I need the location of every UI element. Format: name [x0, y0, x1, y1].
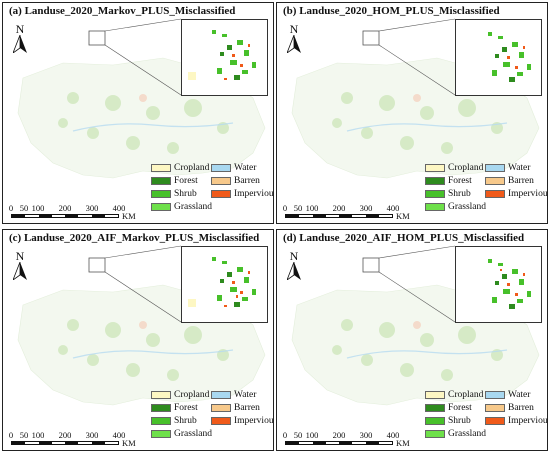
scale-tick: 0 [282, 203, 288, 213]
legend-item-barren: Barren [211, 176, 260, 188]
north-label: N [15, 22, 25, 36]
legend-item-forest: Forest [425, 403, 472, 415]
legend-item-barren: Barren [485, 176, 534, 188]
panel-title: (a) Landuse_2020_Markov_PLUS_Misclassifi… [9, 5, 236, 17]
inset-map [181, 246, 268, 323]
legend-item-impervious: Impervious [211, 416, 273, 428]
scale-tick: 0 [8, 430, 14, 440]
legend-item-barren: Barren [211, 403, 260, 415]
legend: Cropland Water Forest Barren Shrub Imper… [151, 390, 273, 446]
north-label: N [289, 249, 299, 263]
scale-tick: 300 [359, 430, 373, 440]
legend-item-grassland: Grassland [151, 429, 212, 441]
north-arrow: N [285, 250, 303, 285]
scale-tick: 50 [293, 203, 303, 213]
scale-tick: 0 [8, 203, 14, 213]
scale-unit: KM [396, 438, 410, 448]
scale-tick: 100 [31, 430, 45, 440]
scale-tick: 0 [282, 430, 288, 440]
legend-item-grassland: Grassland [425, 202, 486, 214]
scale-bar: 0 50 100 200 300 400 KM [9, 430, 159, 450]
legend-item-water: Water [485, 390, 530, 402]
north-arrow-icon [286, 261, 301, 282]
north-arrow-icon [286, 34, 301, 55]
north-arrow: N [11, 23, 29, 58]
map-panel-c: (c) Landuse_2020_AIF_Markov_PLUS_Misclas… [2, 229, 274, 451]
scale-tick: 100 [31, 203, 45, 213]
north-arrow: N [285, 23, 303, 58]
north-arrow-icon [12, 261, 27, 282]
north-label: N [289, 22, 299, 36]
legend: Cropland Water Forest Barren Shrub Imper… [425, 163, 547, 219]
scale-tick: 400 [112, 430, 126, 440]
inset-map [455, 19, 542, 96]
legend-item-grassland: Grassland [151, 202, 212, 214]
legend-item-water: Water [211, 163, 256, 175]
scale-unit: KM [396, 211, 410, 221]
legend-item-impervious: Impervious [211, 189, 273, 201]
legend-item-forest: Forest [425, 176, 472, 188]
scale-unit: KM [122, 211, 136, 221]
legend: Cropland Water Forest Barren Shrub Imper… [151, 163, 273, 219]
panel-title: (c) Landuse_2020_AIF_Markov_PLUS_Misclas… [9, 232, 260, 244]
legend-item-impervious: Impervious [485, 189, 547, 201]
legend-item-forest: Forest [151, 403, 198, 415]
map-panel-d: (d) Landuse_2020_AIF_HOM_PLUS_Misclassif… [276, 229, 548, 451]
legend-item-shrub: Shrub [425, 416, 471, 428]
legend-item-cropland: Cropland [425, 163, 483, 175]
scale-tick: 100 [305, 430, 319, 440]
legend-item-barren: Barren [485, 403, 534, 415]
legend-item-shrub: Shrub [151, 416, 197, 428]
inset-map-graphic [488, 32, 531, 82]
scale-tick: 100 [305, 203, 319, 213]
scale-bar-graphic [285, 441, 393, 445]
scale-tick: 400 [112, 203, 126, 213]
panel-title: (d) Landuse_2020_AIF_HOM_PLUS_Misclassif… [283, 232, 525, 244]
scale-tick: 50 [19, 430, 29, 440]
legend-item-grassland: Grassland [425, 429, 486, 441]
legend-item-shrub: Shrub [151, 189, 197, 201]
map-panel-b: (b) Landuse_2020_HOM_PLUS_Misclassified … [276, 2, 548, 224]
legend-item-forest: Forest [151, 176, 198, 188]
scale-bar-graphic [285, 214, 393, 218]
scale-tick: 200 [58, 203, 72, 213]
inset-map-graphic [188, 257, 256, 307]
scale-unit: KM [122, 438, 136, 448]
scale-bar: 0 50 100 200 300 400 KM [283, 203, 433, 223]
legend-item-cropland: Cropland [425, 390, 483, 402]
panel-title: (b) Landuse_2020_HOM_PLUS_Misclassified [283, 5, 500, 17]
scale-bar: 0 50 100 200 300 400 KM [9, 203, 159, 223]
scale-tick: 400 [386, 203, 400, 213]
scale-bar-graphic [11, 441, 119, 445]
north-arrow-icon [12, 34, 27, 55]
legend-item-water: Water [485, 163, 530, 175]
scale-tick: 300 [85, 430, 99, 440]
map-panel-a: (a) Landuse_2020_Markov_PLUS_Misclassifi… [2, 2, 274, 224]
north-arrow: N [11, 250, 29, 285]
scale-tick: 50 [293, 430, 303, 440]
scale-bar: 0 50 100 200 300 400 KM [283, 430, 433, 450]
inset-map-graphic [488, 259, 531, 309]
inset-map [455, 246, 542, 323]
scale-tick: 200 [332, 203, 346, 213]
scale-tick: 300 [85, 203, 99, 213]
legend-item-water: Water [211, 390, 256, 402]
scale-bar-graphic [11, 214, 119, 218]
legend-item-cropland: Cropland [151, 390, 209, 402]
legend-item-impervious: Impervious [485, 416, 547, 428]
inset-map [181, 19, 268, 96]
scale-tick: 300 [359, 203, 373, 213]
legend: Cropland Water Forest Barren Shrub Imper… [425, 390, 547, 446]
legend-item-cropland: Cropland [151, 163, 209, 175]
scale-tick: 200 [332, 430, 346, 440]
scale-tick: 400 [386, 430, 400, 440]
scale-tick: 50 [19, 203, 29, 213]
scale-tick: 200 [58, 430, 72, 440]
inset-map-graphic [188, 30, 256, 80]
north-label: N [15, 249, 25, 263]
legend-item-shrub: Shrub [425, 189, 471, 201]
